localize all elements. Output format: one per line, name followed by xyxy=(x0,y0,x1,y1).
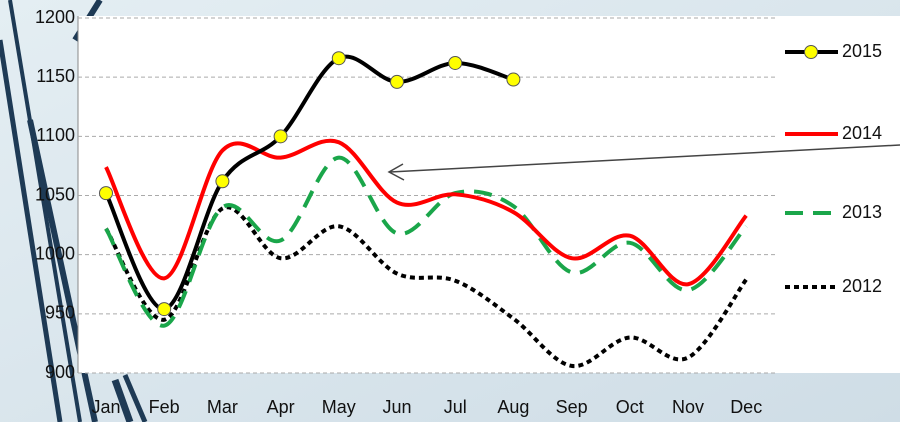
marker xyxy=(273,129,288,144)
legend-label: 2013 xyxy=(842,202,882,222)
marker xyxy=(390,74,404,89)
y-tick-label: 1050 xyxy=(35,184,75,204)
marker xyxy=(215,174,230,189)
legend-label: 2014 xyxy=(842,123,882,143)
x-tick-label: Aug xyxy=(497,397,529,417)
marker xyxy=(448,55,463,70)
series-line xyxy=(104,205,748,368)
series-line xyxy=(104,155,748,328)
annotation-arrow xyxy=(387,144,900,181)
y-tick-label: 1100 xyxy=(36,125,75,145)
x-tick-label: Dec xyxy=(730,397,762,417)
x-tick-label: Oct xyxy=(616,397,644,417)
x-tick-label: Jul xyxy=(444,397,467,417)
x-tick-label: Jan xyxy=(91,397,120,417)
y-tick-label: 950 xyxy=(45,303,75,323)
marker xyxy=(506,72,521,87)
marker xyxy=(331,51,346,66)
legend-label: 2012 xyxy=(842,276,882,296)
x-tick-label: Feb xyxy=(149,397,180,417)
marker xyxy=(99,186,113,201)
legend-label: 2015 xyxy=(842,41,882,61)
x-tick-label: Sep xyxy=(556,397,588,417)
marker xyxy=(157,302,172,317)
series-line xyxy=(104,138,748,287)
x-tick-label: Jun xyxy=(382,397,411,417)
x-tick-label: May xyxy=(322,397,356,417)
y-tick-label: 1150 xyxy=(36,66,75,86)
y-tick-label: 1000 xyxy=(35,243,75,263)
legend-marker xyxy=(804,45,818,59)
x-tick-label: Nov xyxy=(672,397,704,417)
x-tick-label: Mar xyxy=(207,397,238,417)
x-tick-label: Apr xyxy=(267,397,295,417)
y-tick-label: 900 xyxy=(45,362,75,382)
y-tick-label: 1200 xyxy=(35,7,75,27)
